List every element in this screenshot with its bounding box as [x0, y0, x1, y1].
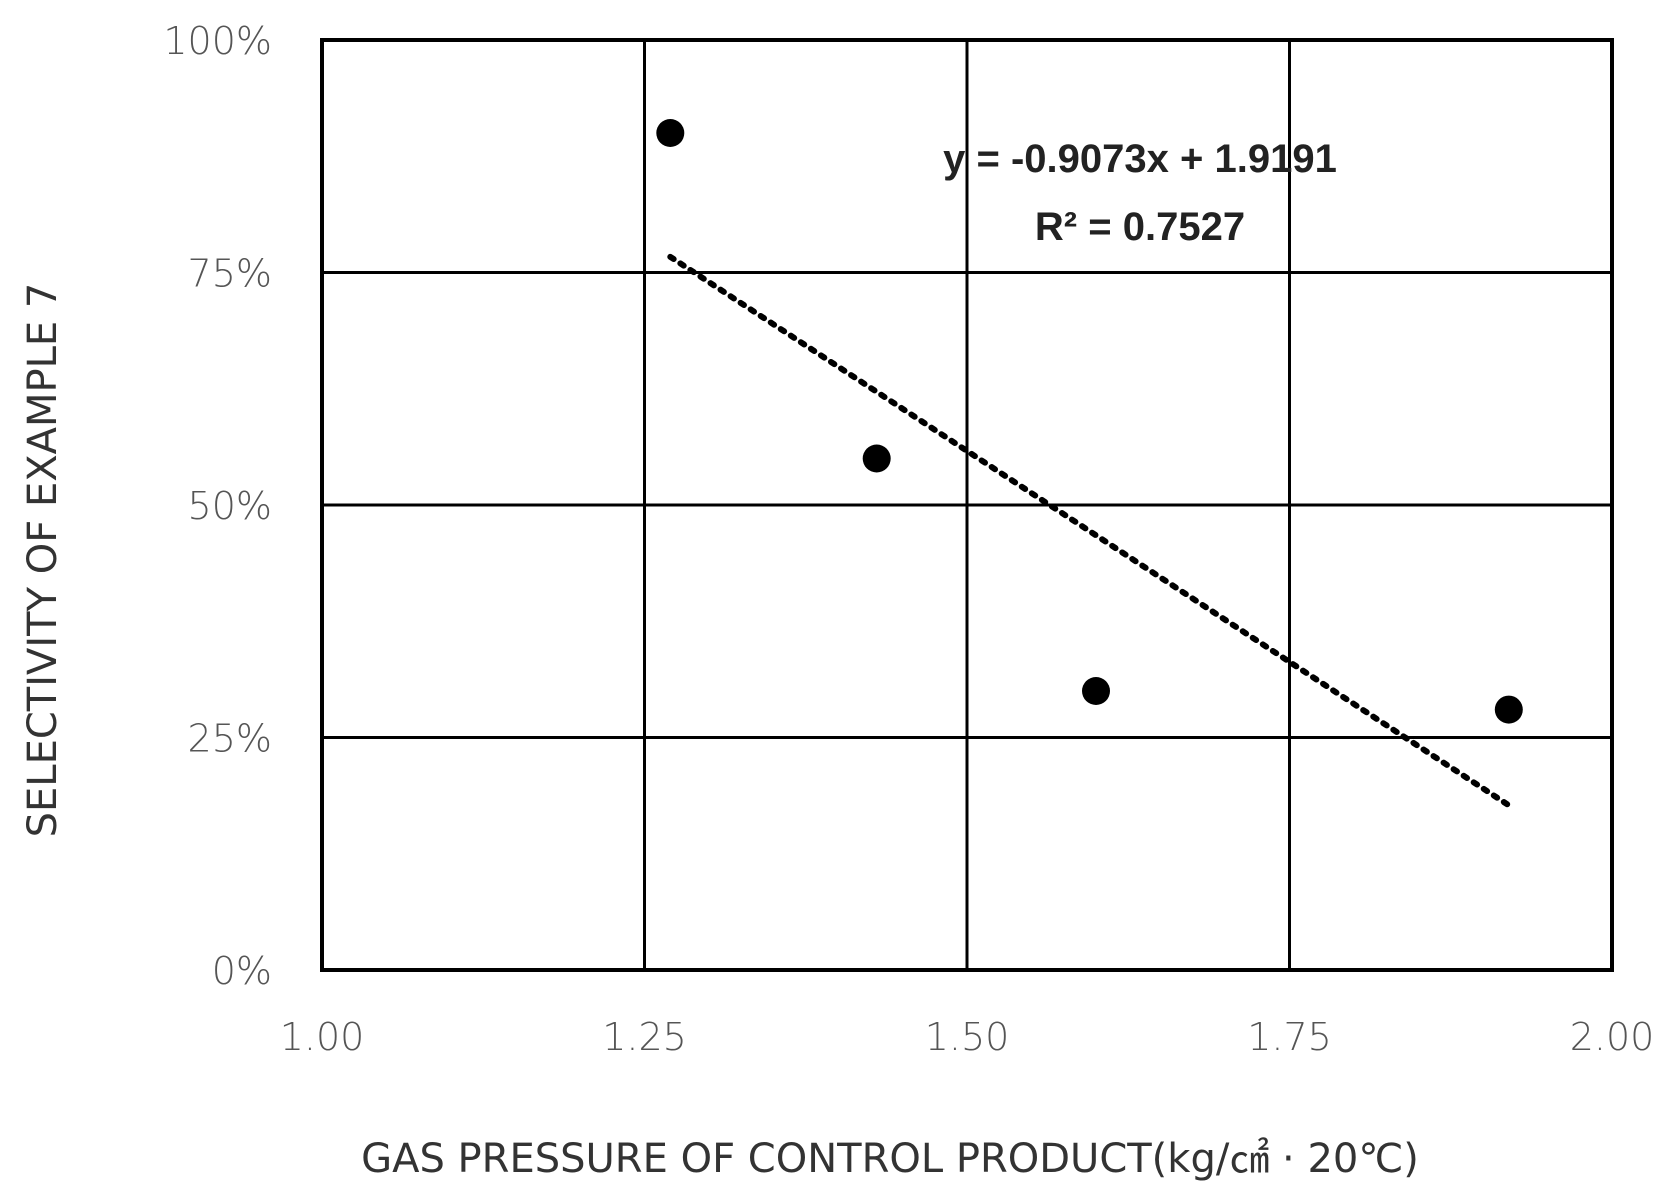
trendline-r-squared: R² = 0.7527: [1035, 205, 1245, 249]
x-tick-labels: 1.00 1.25 1.50 1.75 2.00: [280, 1015, 1655, 1059]
data-point: [656, 119, 685, 147]
y-tick-label: 25%: [188, 717, 272, 761]
trendline: [667, 253, 1512, 809]
x-tick-label: 1.25: [602, 1015, 687, 1059]
trendline-equation: y = -0.9073x + 1.9191: [943, 137, 1337, 181]
y-tick-labels: 0% 25% 50% 75% 100%: [163, 19, 272, 993]
y-tick-label: 50%: [188, 484, 272, 528]
grid: [320, 38, 1614, 972]
y-tick-label: 75%: [188, 252, 272, 296]
plot-area-border: [320, 38, 1614, 972]
x-tick-label: 1.00: [280, 1015, 365, 1059]
trendline-group: [667, 253, 1512, 809]
data-points: [656, 119, 1523, 724]
x-tick-label: 1.50: [925, 1015, 1010, 1059]
data-point: [862, 444, 891, 473]
y-tick-label: 0%: [212, 949, 272, 993]
x-tick-label: 1.75: [1247, 1015, 1332, 1059]
data-point: [1082, 677, 1110, 705]
y-tick-label: 100%: [163, 19, 272, 63]
x-axis-title: GAS PRESSURE OF CONTROL PRODUCT(kg/㎠ · 2…: [361, 1136, 1419, 1182]
y-axis-title: SELECTIVITY OF EXAMPLE 7: [20, 283, 66, 838]
x-tick-label: 2.00: [1570, 1015, 1655, 1059]
data-point: [1494, 695, 1523, 724]
